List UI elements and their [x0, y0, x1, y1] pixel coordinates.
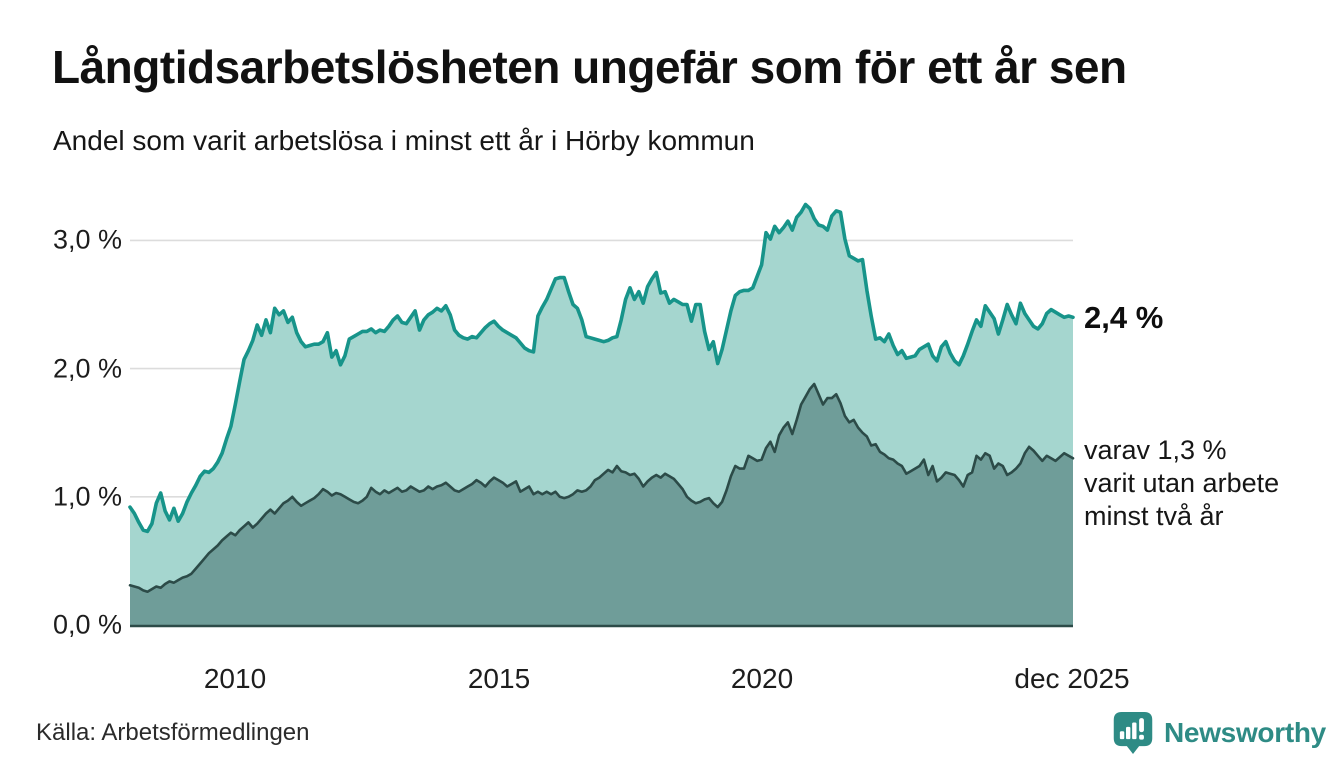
y-tick-2: 2,0 % — [52, 353, 122, 384]
series2-end-value-line1: varav 1,3 % — [1084, 435, 1227, 465]
series2-line — [128, 382, 1075, 593]
newsworthy-logo: Newsworthy — [1112, 710, 1326, 756]
x-tick-dec-2025: dec 2025 — [1014, 663, 1130, 694]
series2-area — [130, 384, 1073, 625]
x-tick-2020: 2020 — [730, 663, 794, 694]
y-tick-0: 0,0 % — [52, 609, 122, 640]
series2-end-value-line2: varit utan arbete — [1084, 468, 1280, 498]
series2-end-value-line3: minst två år — [1084, 501, 1224, 531]
series2-end-value-label: varav 1,3 % varit utan arbete minst två … — [1084, 434, 1279, 533]
newsworthy-logo-text: Newsworthy — [1164, 717, 1326, 748]
x-tick-2010: 2010 — [203, 663, 267, 694]
y-tick-3: 3,0 % — [52, 224, 122, 255]
source-note: Källa: Arbetsförmedlingen — [36, 719, 310, 746]
series1-line — [128, 202, 1075, 534]
series1-end-value-label: 2,4 % — [1084, 300, 1164, 335]
page-subtitle: Andel som varit arbetslösa i minst ett å… — [53, 125, 755, 156]
y-tick-1: 1,0 % — [52, 481, 122, 512]
x-tick-2015: 2015 — [467, 663, 531, 694]
newsworthy-bubble-chart-icon — [1113, 712, 1153, 754]
page-title: Långtidsarbetslösheten ungefär som för e… — [52, 41, 1127, 93]
